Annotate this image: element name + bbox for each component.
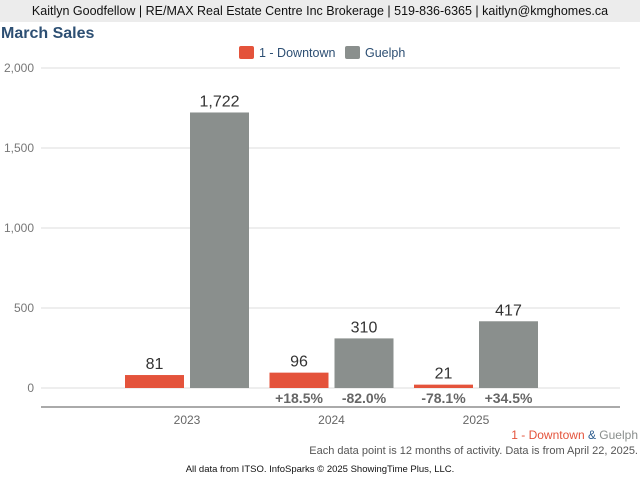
- change-label: +18.5%: [275, 390, 323, 406]
- x-tick-label: 2024: [318, 413, 345, 427]
- y-tick-label: 500: [14, 301, 34, 315]
- footer-legend-downtown: 1 - Downtown: [511, 428, 585, 442]
- change-label: -78.1%: [421, 390, 466, 406]
- y-tick-label: 1,500: [4, 141, 34, 155]
- x-axis-ticks: 2023 2024 2025: [174, 413, 490, 427]
- chart-title: March Sales: [1, 25, 95, 42]
- x-tick-label: 2023: [174, 413, 201, 427]
- legend-swatch: [239, 46, 254, 59]
- footer-legend-guelph: Guelph: [599, 428, 638, 442]
- value-label: 310: [351, 319, 378, 336]
- bar-guelph-2025: [479, 321, 538, 388]
- y-axis-ticks: 0 500 1,000 1,500 2,000: [4, 61, 34, 395]
- bar-guelph-2023: [190, 112, 249, 388]
- data-credit: All data from ITSO. InfoSparks © 2025 Sh…: [185, 464, 455, 475]
- value-label: 96: [290, 354, 308, 371]
- legend: 1 - Downtown Guelph: [239, 46, 405, 60]
- y-tick-label: 2,000: [4, 61, 34, 75]
- data-note: Each data point is 12 months of activity…: [309, 445, 638, 457]
- value-label: 1,722: [199, 93, 239, 110]
- bars: [125, 112, 538, 388]
- footer-legend-amp: &: [584, 428, 600, 442]
- change-label: -82.0%: [342, 390, 387, 406]
- bar-downtown-2025: [414, 384, 473, 388]
- contact-banner: Kaitlyn Goodfellow | RE/MAX Real Estate …: [0, 0, 640, 22]
- bar-guelph-2024: [334, 338, 394, 388]
- y-tick-label: 1,000: [4, 221, 34, 235]
- bar-downtown-2023: [125, 375, 184, 388]
- value-label: 81: [146, 356, 164, 373]
- value-label: 21: [435, 366, 453, 383]
- x-tick-label: 2025: [463, 413, 490, 427]
- data-labels: 81 1,722 96 +18.5% 310 -82.0% 21 -78.1% 417 +34.5…: [146, 93, 533, 406]
- bar-downtown-2024: [269, 372, 329, 388]
- legend-label: 1 - Downtown: [259, 46, 335, 60]
- footer-legend: 1 - Downtown & Guelph: [511, 428, 638, 442]
- legend-label: Guelph: [365, 46, 405, 60]
- legend-swatch: [345, 46, 360, 59]
- value-label: 417: [495, 302, 522, 319]
- y-tick-label: 0: [27, 381, 34, 395]
- change-label: +34.5%: [485, 390, 533, 406]
